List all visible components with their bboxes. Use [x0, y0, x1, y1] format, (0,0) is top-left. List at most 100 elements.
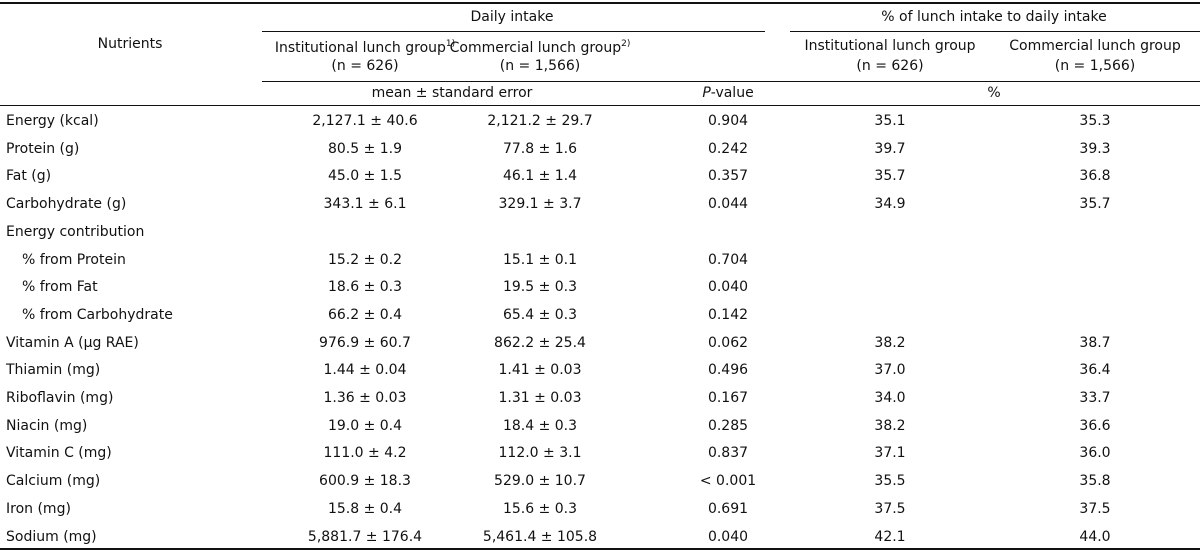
header-cell: Institutional lunch group1): [275, 35, 455, 57]
cell: 35.7: [1079, 196, 1111, 213]
header-cell: (n = 1,566): [499, 58, 581, 74]
rule: [790, 31, 1200, 32]
cell: 80.5 ± 1.9: [327, 140, 403, 157]
row-label: Energy contribution: [6, 223, 145, 240]
header-text: P: [702, 85, 711, 101]
cell: 38.2: [874, 417, 906, 434]
cell: 0.704: [707, 251, 749, 268]
cell: 34.9: [874, 196, 906, 213]
cell: 35.5: [874, 473, 906, 490]
header-cell: %: [987, 85, 1001, 101]
row-label: Calcium (mg): [6, 473, 101, 490]
cell: 42.1: [874, 528, 906, 545]
row-label: Fat (g): [6, 168, 52, 185]
cell: 18.6 ± 0.3: [327, 279, 403, 296]
header-cell: (n = 1,566): [1054, 58, 1136, 74]
header-cell: (n = 626): [331, 58, 399, 74]
cell: 0.357: [707, 168, 749, 185]
header-cell: Commercial lunch group: [1009, 38, 1181, 54]
cell: 1.41 ± 0.03: [498, 362, 582, 379]
rule: [0, 105, 1200, 106]
header-cell: Nutrients: [97, 36, 163, 52]
cell: 37.1: [874, 445, 906, 462]
cell: 35.1: [874, 113, 906, 129]
cell: 19.5 ± 0.3: [502, 279, 578, 296]
cell: 34.0: [874, 390, 906, 406]
cell: 36.0: [1079, 445, 1111, 462]
cell: 35.8: [1079, 473, 1111, 490]
cell: 37.5: [874, 500, 906, 517]
cell: 2,121.2 ± 29.7: [487, 113, 593, 129]
rule: [262, 31, 765, 32]
row-label: Thiamin (mg): [6, 362, 101, 379]
row-label: Protein (g): [6, 140, 80, 157]
cell: 44.0: [1079, 528, 1111, 545]
cell: 65.4 ± 0.3: [502, 306, 578, 323]
footnote-mark: 1): [445, 39, 456, 49]
cell: 2,127.1 ± 40.6: [312, 113, 418, 129]
row-label: Iron (mg): [6, 500, 71, 517]
cell: 37.0: [874, 362, 906, 379]
cell: 15.6 ± 0.3: [502, 500, 578, 517]
cell: 33.7: [1079, 390, 1111, 406]
cell: 112.0 ± 3.1: [498, 445, 582, 462]
row-label: Niacin (mg): [6, 417, 88, 434]
cell: 1.31 ± 0.03: [498, 390, 582, 406]
cell: 0.904: [707, 113, 749, 129]
row-label: % from Fat: [22, 279, 98, 296]
header-cell: % of lunch intake to daily intake: [881, 9, 1107, 25]
cell: 0.242: [707, 140, 749, 157]
row-label: Carbohydrate (g): [6, 196, 127, 213]
row-label: Vitamin A (μg RAE): [6, 334, 139, 351]
cell: 0.040: [707, 528, 749, 545]
header-cell: (n = 626): [856, 58, 924, 74]
cell: 39.3: [1079, 140, 1111, 157]
cell: 0.062: [707, 334, 749, 351]
header-cell: Commercial lunch group2): [450, 35, 631, 57]
cell: 5,461.4 ± 105.8: [482, 528, 598, 545]
cell: 1.36 ± 0.03: [323, 390, 407, 406]
cell: 0.040: [707, 279, 749, 296]
cell: 77.8 ± 1.6: [502, 140, 578, 157]
cell: 36.8: [1079, 168, 1111, 185]
rule: [0, 548, 1200, 550]
cell: 38.7: [1079, 334, 1111, 351]
cell: 46.1 ± 1.4: [502, 168, 578, 185]
rule: [0, 2, 1200, 4]
header-text: Institutional lunch group: [274, 40, 446, 56]
cell: 329.1 ± 3.7: [498, 196, 582, 213]
header-cell: P-value: [702, 84, 753, 102]
cell: 0.044: [707, 196, 749, 213]
cell: 37.5: [1079, 500, 1111, 517]
cell: 600.9 ± 18.3: [319, 473, 411, 490]
cell: 343.1 ± 6.1: [323, 196, 407, 213]
cell: 1.44 ± 0.04: [323, 362, 407, 379]
cell: 0.691: [707, 500, 749, 517]
cell: 0.142: [707, 306, 749, 323]
row-label: Energy (kcal): [6, 113, 99, 129]
row-label: % from Protein: [22, 251, 126, 268]
cell: 0.285: [707, 417, 749, 434]
cell: 35.3: [1079, 113, 1111, 129]
row-label: Sodium (mg): [6, 528, 97, 545]
cell: 15.8 ± 0.4: [327, 500, 403, 517]
header-cell: Institutional lunch group: [804, 38, 976, 54]
header-cell: Daily intake: [470, 9, 554, 25]
row-label: Riboflavin (mg): [6, 390, 114, 406]
row-label: % from Carbohydrate: [22, 306, 173, 323]
cell: 0.496: [707, 362, 749, 379]
cell: 976.9 ± 60.7: [319, 334, 411, 351]
cell: 529.0 ± 10.7: [494, 473, 586, 490]
rule: [262, 81, 1200, 82]
cell: 38.2: [874, 334, 906, 351]
header-text: Commercial lunch group: [449, 40, 622, 56]
cell: 5,881.7 ± 176.4: [307, 528, 423, 545]
cell: 19.0 ± 0.4: [327, 417, 403, 434]
cell: 36.4: [1079, 362, 1111, 379]
cell: 45.0 ± 1.5: [327, 168, 403, 185]
header-text: -value: [710, 85, 754, 101]
cell: 15.1 ± 0.1: [502, 251, 578, 268]
cell: 0.167: [707, 390, 749, 406]
cell: 35.7: [874, 168, 906, 185]
